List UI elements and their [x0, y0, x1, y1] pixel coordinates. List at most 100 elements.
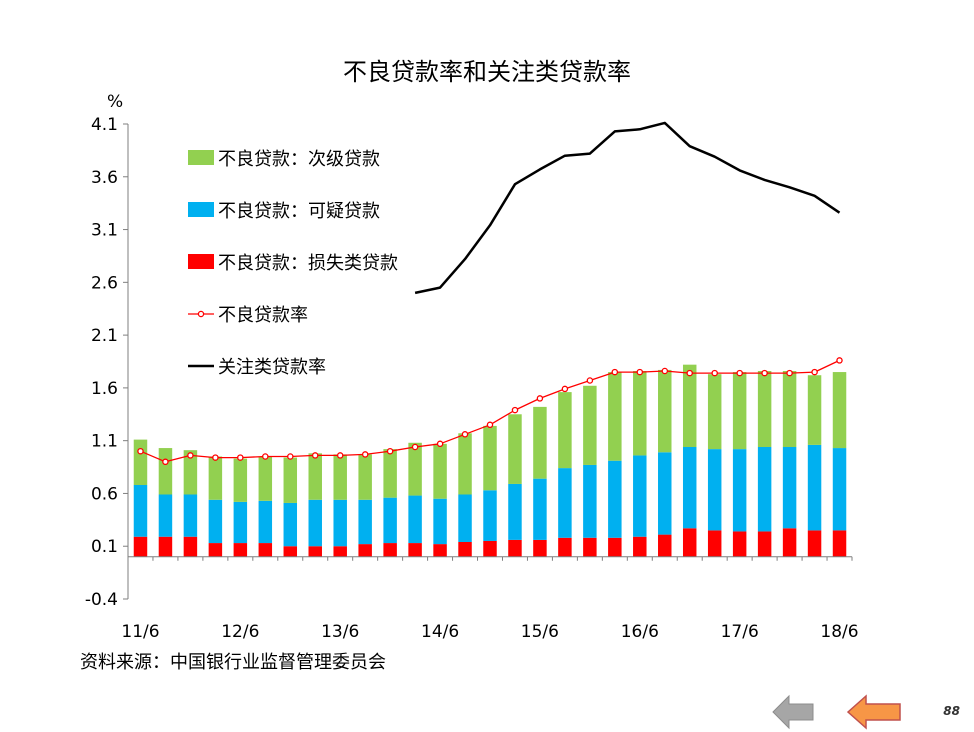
- bar-segment-0: [183, 536, 198, 557]
- data-point: [336, 452, 344, 459]
- line-series-special-mention: [414, 121, 841, 295]
- bar-segment-2: [408, 442, 422, 496]
- data-point: [686, 369, 693, 377]
- legend-label: 不良贷款：损失类贷款: [218, 253, 398, 274]
- bar-segment-0: [258, 543, 273, 557]
- bar-segment-0: [633, 536, 647, 557]
- data-point: [436, 440, 444, 448]
- bar-segment-2: [732, 372, 747, 450]
- bar-segment-1: [558, 468, 572, 538]
- bar-segment-2: [383, 449, 397, 498]
- bar-segment-1: [458, 494, 472, 542]
- bar-segment-0: [533, 539, 547, 557]
- data-point: [137, 447, 144, 455]
- bar-segment-1: [757, 447, 772, 532]
- data-point: [311, 452, 319, 459]
- bar-segment-0: [408, 543, 422, 557]
- legend-label: 关注类贷款率: [218, 357, 326, 378]
- bar-segment-1: [358, 499, 372, 545]
- y-tick-label: 2.6: [91, 273, 118, 293]
- x-tick-label: 11/6: [121, 622, 159, 642]
- bar-segment-1: [608, 460, 622, 538]
- x-tick-label: 12/6: [221, 622, 259, 642]
- left-arrow-icon: [772, 694, 814, 730]
- next-slide-button[interactable]: [846, 694, 902, 730]
- page-number: 88: [943, 704, 960, 718]
- data-point: [561, 385, 569, 393]
- bar-segment-0: [782, 528, 797, 557]
- data-point: [636, 368, 644, 376]
- legend-swatch: [188, 202, 214, 217]
- bar-segment-1: [383, 497, 397, 544]
- data-point: [262, 453, 269, 460]
- data-point: [586, 377, 594, 384]
- y-tick-label: 3.6: [91, 168, 118, 188]
- bar-segment-0: [458, 542, 472, 557]
- x-tick-label: 15/6: [521, 622, 559, 642]
- bar-segment-2: [608, 372, 622, 461]
- previous-slide-button[interactable]: [771, 694, 815, 730]
- bar-segment-2: [633, 371, 647, 456]
- legend-swatch: [188, 150, 214, 165]
- bar-segment-2: [233, 458, 248, 502]
- bar-segment-2: [583, 385, 597, 465]
- bar-segment-2: [458, 433, 472, 495]
- x-tick-label: 14/6: [421, 622, 459, 642]
- y-tick-label: 0.1: [91, 537, 118, 557]
- bar-segment-0: [707, 530, 722, 557]
- bar-segment-1: [208, 499, 223, 544]
- y-tick-label: -0.4: [85, 590, 118, 610]
- bar-segment-1: [233, 501, 248, 544]
- data-point: [411, 443, 419, 451]
- legend-swatch: [188, 254, 214, 269]
- x-tick-label: 13/6: [321, 622, 359, 642]
- bar-segment-1: [782, 447, 797, 529]
- bar-segment-0: [508, 539, 522, 557]
- bar-segment-0: [658, 534, 672, 557]
- bar-segment-2: [832, 372, 847, 449]
- bar-segment-2: [283, 457, 298, 503]
- bar-segment-2: [333, 454, 347, 500]
- bar-segment-0: [558, 537, 572, 557]
- bar-segment-1: [732, 449, 747, 532]
- bar-segment-1: [807, 444, 822, 531]
- legend-label: 不良贷款率: [218, 305, 308, 326]
- data-point: [711, 369, 718, 377]
- bar-segment-1: [408, 495, 422, 544]
- bar-segment-2: [757, 371, 772, 447]
- bar-segment-0: [383, 543, 397, 557]
- bar-segment-1: [832, 448, 847, 531]
- data-point: [237, 454, 244, 461]
- bar-segment-1: [483, 490, 497, 541]
- y-tick-label: 4.1: [91, 115, 118, 135]
- bar-segment-2: [358, 454, 372, 500]
- y-tick-label: 1.1: [91, 432, 118, 452]
- bar-segment-2: [658, 369, 672, 453]
- x-tick-label: 17/6: [721, 622, 759, 642]
- data-point: [511, 406, 519, 414]
- y-tick-label: 1.6: [91, 379, 118, 399]
- bar-segment-1: [158, 494, 173, 537]
- bar-segment-2: [308, 453, 322, 500]
- data-point: [486, 421, 494, 429]
- data-point: [761, 369, 768, 377]
- bars-layer: [133, 364, 847, 557]
- data-point: [611, 368, 619, 376]
- data-point: [786, 369, 793, 377]
- bar-segment-0: [283, 546, 298, 557]
- legend-marker: [197, 310, 205, 318]
- bar-segment-2: [133, 439, 148, 485]
- bar-segment-1: [133, 485, 148, 537]
- data-point: [187, 452, 194, 459]
- data-point: [212, 454, 219, 461]
- bar-segment-0: [133, 536, 148, 557]
- bar-segment-1: [333, 499, 347, 547]
- data-point: [386, 447, 394, 455]
- bar-segment-2: [782, 371, 797, 447]
- bar-segment-0: [308, 546, 322, 557]
- data-point: [162, 458, 169, 466]
- bar-segment-2: [433, 443, 447, 499]
- data-point: [661, 367, 669, 375]
- legend-label: 不良贷款：可疑贷款: [218, 201, 380, 222]
